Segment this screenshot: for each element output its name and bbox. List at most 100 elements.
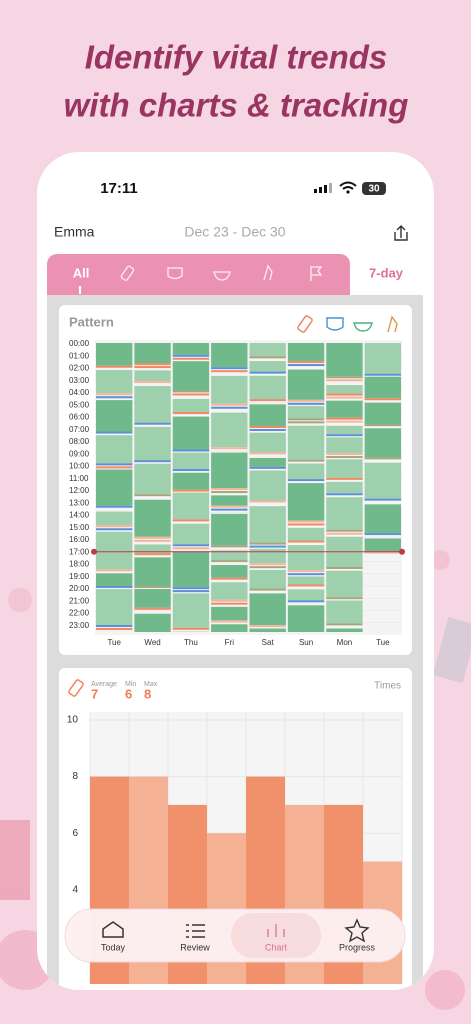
sleep-block xyxy=(96,511,133,526)
nav-label[interactable]: Chart xyxy=(265,942,288,952)
sleep-block xyxy=(326,600,363,624)
event-stripe xyxy=(172,469,210,472)
headline: Identify vital trends xyxy=(85,39,388,76)
event-stripe xyxy=(326,417,363,420)
bar xyxy=(246,776,285,984)
date-range[interactable]: Dec 23 - Dec 30 xyxy=(184,224,285,240)
event-stripe xyxy=(96,466,133,469)
sleep-block xyxy=(249,470,286,501)
nav-label[interactable]: Review xyxy=(180,942,210,952)
sleep-block xyxy=(134,386,171,423)
sleep-block xyxy=(211,513,248,546)
event-stripe xyxy=(172,449,210,452)
event-stripe xyxy=(326,623,363,626)
pattern-title: Pattern xyxy=(69,314,114,329)
event-stripe xyxy=(364,498,401,501)
sleep-block xyxy=(287,369,325,400)
hour-label: 03:00 xyxy=(69,376,90,385)
tab-period[interactable]: 7-day xyxy=(369,265,404,280)
event-stripe xyxy=(249,500,286,503)
sleep-block xyxy=(287,463,325,480)
sleep-block xyxy=(96,400,133,432)
sleep-block xyxy=(249,404,286,427)
event-stripe xyxy=(326,434,363,437)
day-label: Fri xyxy=(225,638,235,647)
event-stripe xyxy=(249,588,286,591)
sleep-block xyxy=(172,472,210,490)
sleep-block xyxy=(249,343,286,357)
event-stripe xyxy=(211,560,248,563)
hour-label: 16:00 xyxy=(69,535,90,544)
sleep-block xyxy=(96,573,133,586)
hour-label: 11:00 xyxy=(69,474,89,483)
y-tick-label: 6 xyxy=(72,828,78,839)
event-stripe xyxy=(326,396,363,399)
event-stripe xyxy=(326,420,363,423)
event-stripe xyxy=(172,590,210,593)
y-tick-label: 10 xyxy=(67,715,79,726)
event-stripe xyxy=(211,406,248,409)
sleep-block xyxy=(96,343,133,366)
now-dot xyxy=(399,548,405,555)
event-stripe xyxy=(211,508,248,511)
sleep-block xyxy=(249,506,286,543)
sleep-block xyxy=(287,425,325,460)
sleep-block xyxy=(172,593,210,628)
event-stripe xyxy=(326,597,363,600)
event-stripe xyxy=(134,460,171,463)
hour-label: 13:00 xyxy=(69,498,90,507)
event-stripe xyxy=(287,361,325,364)
event-stripe xyxy=(249,399,286,402)
hour-label: 08:00 xyxy=(69,437,90,446)
event-stripe xyxy=(172,489,210,492)
sleep-block xyxy=(249,569,286,589)
feeding-icon xyxy=(68,679,84,697)
sleep-block xyxy=(96,435,133,464)
event-stripe xyxy=(96,585,133,588)
bar xyxy=(168,804,207,984)
event-stripe xyxy=(326,456,363,459)
tab-all[interactable]: All xyxy=(73,265,90,280)
event-stripe xyxy=(326,532,363,535)
tab-icons[interactable] xyxy=(120,264,323,281)
sleep-block xyxy=(364,462,401,499)
sleep-block xyxy=(172,343,210,355)
event-stripe xyxy=(249,545,286,548)
sleep-block xyxy=(326,400,363,418)
bar xyxy=(129,776,168,984)
sleep-block xyxy=(96,589,133,625)
sleep-block xyxy=(326,384,363,394)
nav-label[interactable]: Today xyxy=(101,942,126,952)
sleep-block xyxy=(249,548,286,564)
event-stripe xyxy=(96,396,133,399)
sleep-block xyxy=(326,570,363,598)
sleep-block xyxy=(134,613,171,632)
event-stripe xyxy=(364,533,401,536)
event-stripe xyxy=(211,545,248,548)
event-stripe xyxy=(134,585,171,588)
event-stripe xyxy=(249,542,286,545)
profile-name[interactable]: Emma xyxy=(54,224,95,240)
hour-label: 15:00 xyxy=(69,523,90,532)
sleep-block xyxy=(364,402,401,425)
sleep-block xyxy=(287,545,325,571)
stat-value: 6 xyxy=(125,686,132,701)
sleep-block xyxy=(134,557,171,586)
event-stripe xyxy=(249,563,286,566)
event-stripe xyxy=(364,457,401,460)
sleep-block xyxy=(211,606,248,621)
event-stripe xyxy=(287,418,325,421)
event-stripe xyxy=(211,403,248,406)
share-icon[interactable] xyxy=(394,225,408,241)
event-stripe xyxy=(96,463,133,466)
event-stripe xyxy=(326,493,363,496)
y-tick-label: 8 xyxy=(72,771,78,782)
nav-label[interactable]: Progress xyxy=(339,942,376,952)
event-stripe xyxy=(96,431,133,434)
event-stripe xyxy=(96,569,133,572)
sleep-block xyxy=(249,628,286,632)
day-label: Tue xyxy=(376,638,390,647)
hour-label: 12:00 xyxy=(69,486,90,495)
event-stripe xyxy=(326,393,363,396)
